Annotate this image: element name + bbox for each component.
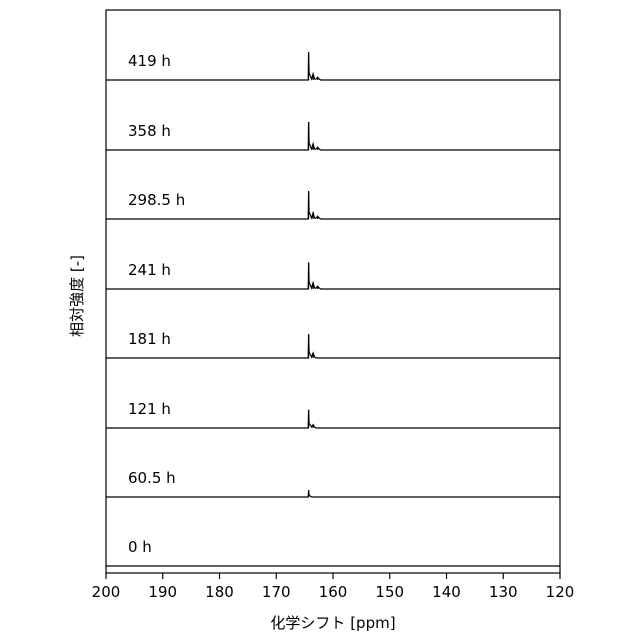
spectrum-line — [106, 52, 560, 80]
spectrum-line — [106, 334, 560, 358]
spectrum-trace: 181 h — [106, 330, 560, 358]
series-label: 0 h — [128, 538, 152, 556]
spectra-traces: 419 h 358 h 298.5 h 241 h 181 h 121 h 60.5 h 0 … — [106, 52, 560, 566]
series-label: 181 h — [128, 330, 171, 348]
x-axis-title: 化学シフト [ppm] — [270, 614, 395, 632]
x-tick-label: 130 — [489, 583, 518, 601]
spectrum-trace: 241 h — [106, 261, 560, 289]
spectrum-line — [106, 122, 560, 150]
plot-frame — [106, 10, 560, 573]
series-label: 419 h — [128, 52, 171, 70]
x-tick-label: 150 — [375, 583, 404, 601]
x-tick-label: 170 — [262, 583, 291, 601]
spectrum-trace: 298.5 h — [106, 191, 560, 219]
x-tick-label: 140 — [432, 583, 461, 601]
x-tick-label: 200 — [92, 583, 121, 601]
x-tick-label: 160 — [319, 583, 348, 601]
y-axis-title: 相対強度 [-] — [68, 255, 86, 337]
spectrum-line — [106, 262, 560, 289]
spectrum-trace: 0 h — [106, 538, 560, 566]
series-label: 241 h — [128, 261, 171, 279]
spectrum-line — [106, 410, 560, 428]
spectrum-trace: 121 h — [106, 400, 560, 428]
spectrum-trace: 358 h — [106, 122, 560, 150]
series-label: 60.5 h — [128, 469, 176, 487]
x-tick-label: 120 — [546, 583, 575, 601]
spectrum-trace: 60.5 h — [106, 469, 560, 497]
x-axis-ticks: 200 190 180 170 160 150 140 130 120 — [92, 573, 575, 601]
series-label: 358 h — [128, 122, 171, 140]
spectrum-line — [106, 490, 560, 497]
series-label: 121 h — [128, 400, 171, 418]
series-label: 298.5 h — [128, 191, 185, 209]
spectrum-trace: 419 h — [106, 52, 560, 80]
x-tick-label: 190 — [148, 583, 177, 601]
x-tick-label: 180 — [205, 583, 234, 601]
